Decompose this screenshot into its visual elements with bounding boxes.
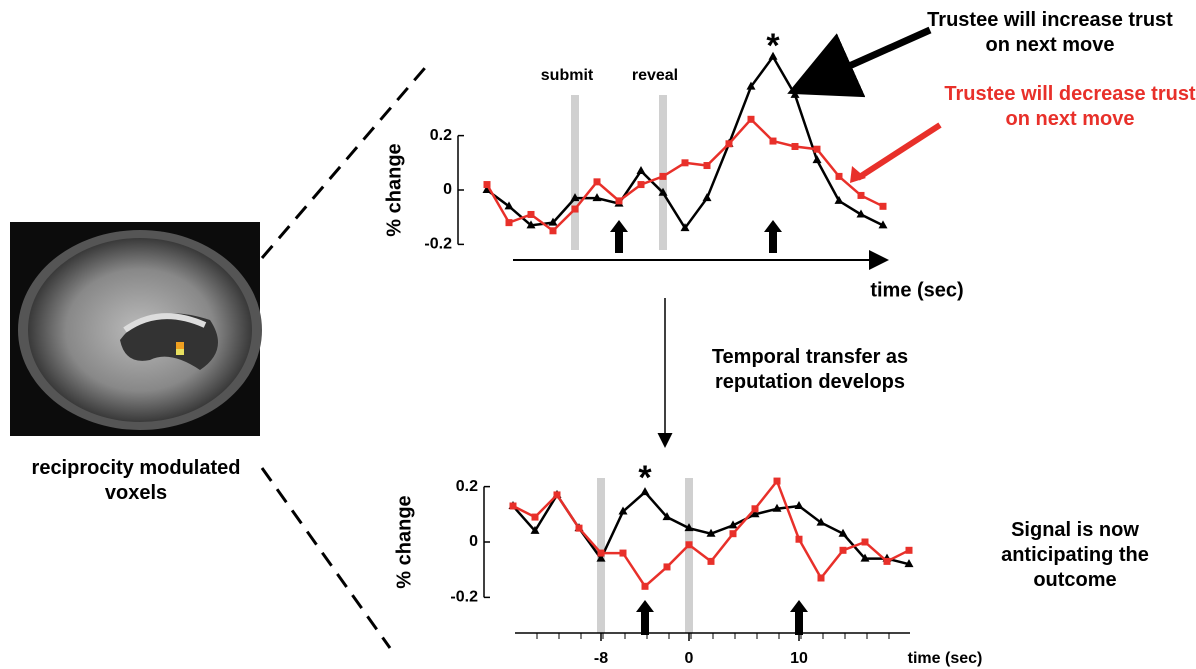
data-point <box>858 192 865 199</box>
data-point <box>637 166 646 174</box>
page: submitreveal0.20-0.2% changetime (sec)*0… <box>0 0 1196 669</box>
data-point <box>572 206 579 213</box>
y-tick-label: 0.2 <box>456 478 478 495</box>
data-point <box>510 503 517 510</box>
y-tick-label: -0.2 <box>450 589 478 606</box>
brain-image <box>10 222 262 436</box>
data-point <box>550 227 557 234</box>
label-arrow <box>858 125 940 178</box>
data-point <box>906 547 913 554</box>
data-point <box>554 491 561 498</box>
data-point <box>686 541 693 548</box>
x-tick-label: 10 <box>790 650 808 667</box>
data-point <box>752 505 759 512</box>
x-axis-label: time (sec) <box>870 279 963 301</box>
data-point <box>840 547 847 554</box>
data-point <box>880 203 887 210</box>
x-axis-label: time (sec) <box>908 650 983 667</box>
data-point <box>532 514 539 521</box>
event-arrow <box>790 600 808 635</box>
y-axis-label: % change <box>383 143 405 236</box>
data-point <box>620 550 627 557</box>
data-point <box>708 558 715 565</box>
event-arrow <box>610 220 628 253</box>
y-tick-label: -0.2 <box>424 236 452 253</box>
data-point <box>638 181 645 188</box>
data-point <box>594 178 601 185</box>
data-point <box>576 525 583 532</box>
data-point <box>748 116 755 123</box>
event-bar <box>571 95 579 250</box>
series-line <box>487 119 883 230</box>
data-point <box>796 536 803 543</box>
data-point <box>704 162 711 169</box>
data-point <box>598 550 605 557</box>
legend-entry: Trustee will decrease trust on next move <box>935 82 1196 132</box>
data-point <box>664 563 671 570</box>
data-point <box>814 146 821 153</box>
data-point <box>528 211 535 218</box>
y-tick-label: 0.2 <box>430 127 452 144</box>
event-label: submit <box>541 67 594 84</box>
event-label: reveal <box>632 67 678 84</box>
label-arrow <box>800 30 930 88</box>
legend-entry: Trustee will increase trust on next move <box>915 8 1185 58</box>
data-point <box>813 155 822 163</box>
data-point <box>726 140 733 147</box>
event-bar <box>659 95 667 250</box>
series-line <box>513 492 909 564</box>
data-point <box>506 219 513 226</box>
data-point <box>836 173 843 180</box>
signal-caption: Signal is now anticipating the outcome <box>990 518 1160 593</box>
y-tick-label: 0 <box>443 181 452 198</box>
data-point <box>792 143 799 150</box>
data-point <box>484 181 491 188</box>
data-point <box>770 138 777 145</box>
y-tick-label: 0 <box>469 533 478 550</box>
data-point <box>682 159 689 166</box>
transfer-caption: Temporal transfer as reputation develops <box>675 345 945 395</box>
data-point <box>862 539 869 546</box>
zoom-line <box>262 468 390 648</box>
x-tick-label: 0 <box>685 650 694 667</box>
data-point <box>795 501 804 509</box>
data-point <box>884 558 891 565</box>
data-point <box>730 530 737 537</box>
y-axis-label: % change <box>393 495 415 588</box>
data-point <box>660 173 667 180</box>
event-arrow <box>764 220 782 253</box>
data-point <box>616 197 623 204</box>
event-arrow <box>636 600 654 635</box>
event-bar <box>685 478 693 633</box>
data-point <box>774 478 781 485</box>
brain-caption: reciprocity modulated voxels <box>0 456 272 506</box>
x-tick-label: -8 <box>594 650 608 667</box>
data-point <box>703 193 712 201</box>
data-point <box>642 583 649 590</box>
data-point <box>818 575 825 582</box>
